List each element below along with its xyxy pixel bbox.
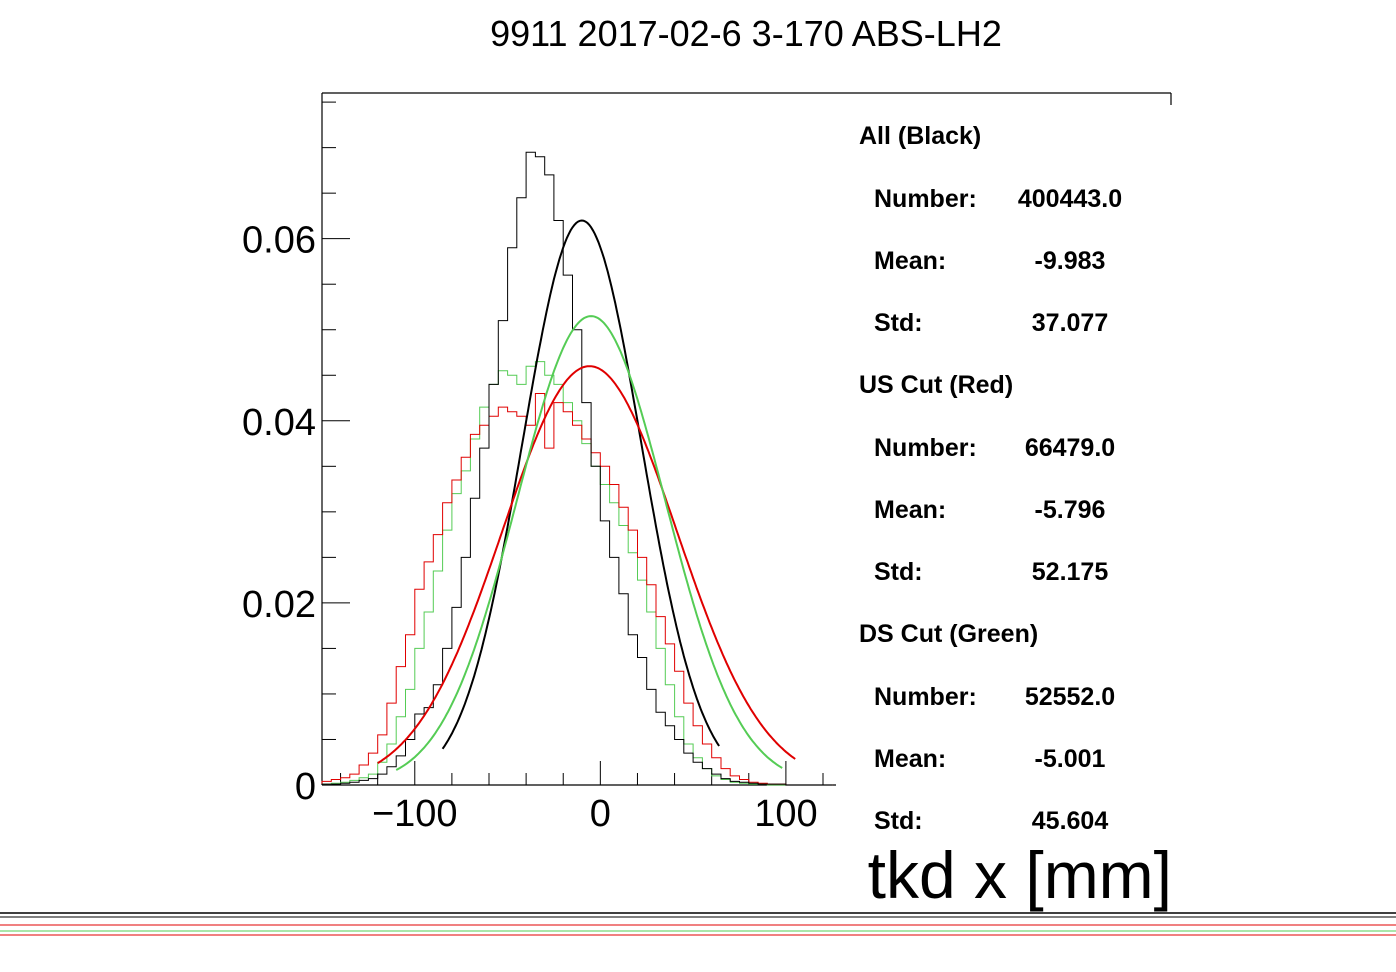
y-tick-labels: 0 0.02 0.04 0.06 bbox=[242, 220, 316, 808]
stats-value: -9.983 bbox=[1035, 247, 1106, 275]
stats-header: US Cut (Red) bbox=[859, 371, 1013, 399]
stats-key: Std: bbox=[874, 309, 923, 337]
stats-value: 52.175 bbox=[1032, 558, 1109, 586]
stats-key: Mean: bbox=[874, 247, 946, 275]
chart-title: 9911 2017-02-6 3-170 ABS-LH2 bbox=[490, 13, 1002, 54]
stats-value: -5.001 bbox=[1035, 745, 1106, 773]
stats-value: 66479.0 bbox=[1025, 434, 1115, 462]
stats-value: 37.077 bbox=[1032, 309, 1108, 337]
x-tick-label: 0 bbox=[590, 793, 611, 835]
histogram-us-cut-red bbox=[321, 393, 833, 786]
stats-value: 52552.0 bbox=[1025, 683, 1115, 711]
fit-curve-ds-cut-green bbox=[395, 315, 783, 771]
x-tick-labels: −100 0 100 bbox=[372, 793, 818, 835]
stats-value: 400443.0 bbox=[1018, 185, 1122, 213]
stats-value: -5.796 bbox=[1035, 496, 1106, 524]
stats-key: Mean: bbox=[874, 745, 946, 773]
fit-curve-all-black bbox=[441, 219, 720, 750]
y-tick-label: 0.06 bbox=[242, 220, 316, 262]
x-tick-label: 100 bbox=[754, 793, 817, 835]
plot-frame bbox=[321, 92, 1172, 786]
stats-key: Number: bbox=[874, 434, 977, 462]
stats-key: Mean: bbox=[874, 496, 946, 524]
y-tick-label: 0.02 bbox=[242, 584, 316, 626]
stats-header: DS Cut (Green) bbox=[859, 620, 1038, 648]
stats-key: Number: bbox=[874, 185, 977, 213]
stats-key: Std: bbox=[874, 558, 923, 586]
histogram-all-black bbox=[321, 151, 833, 786]
y-tick-label: 0.04 bbox=[242, 402, 316, 444]
x-axis-label: tkd x [mm] bbox=[868, 838, 1172, 912]
stats-header: All (Black) bbox=[859, 122, 981, 150]
bottom-divider-lines bbox=[0, 912, 1396, 936]
stats-key: Std: bbox=[874, 807, 923, 835]
axis-ticks bbox=[322, 101, 824, 786]
stats-legend: All (Black) Number: 400443.0 Mean: -9.983 Std… bbox=[859, 122, 1122, 835]
histogram-series bbox=[321, 151, 833, 786]
gaussian-fits bbox=[377, 219, 796, 771]
stats-value: 45.604 bbox=[1032, 807, 1109, 835]
y-tick-label: 0 bbox=[295, 766, 316, 808]
histogram-ds-cut-green bbox=[321, 361, 833, 786]
stats-key: Number: bbox=[874, 683, 977, 711]
x-tick-label: −100 bbox=[372, 793, 458, 835]
fit-curve-us-cut-red bbox=[377, 365, 796, 764]
